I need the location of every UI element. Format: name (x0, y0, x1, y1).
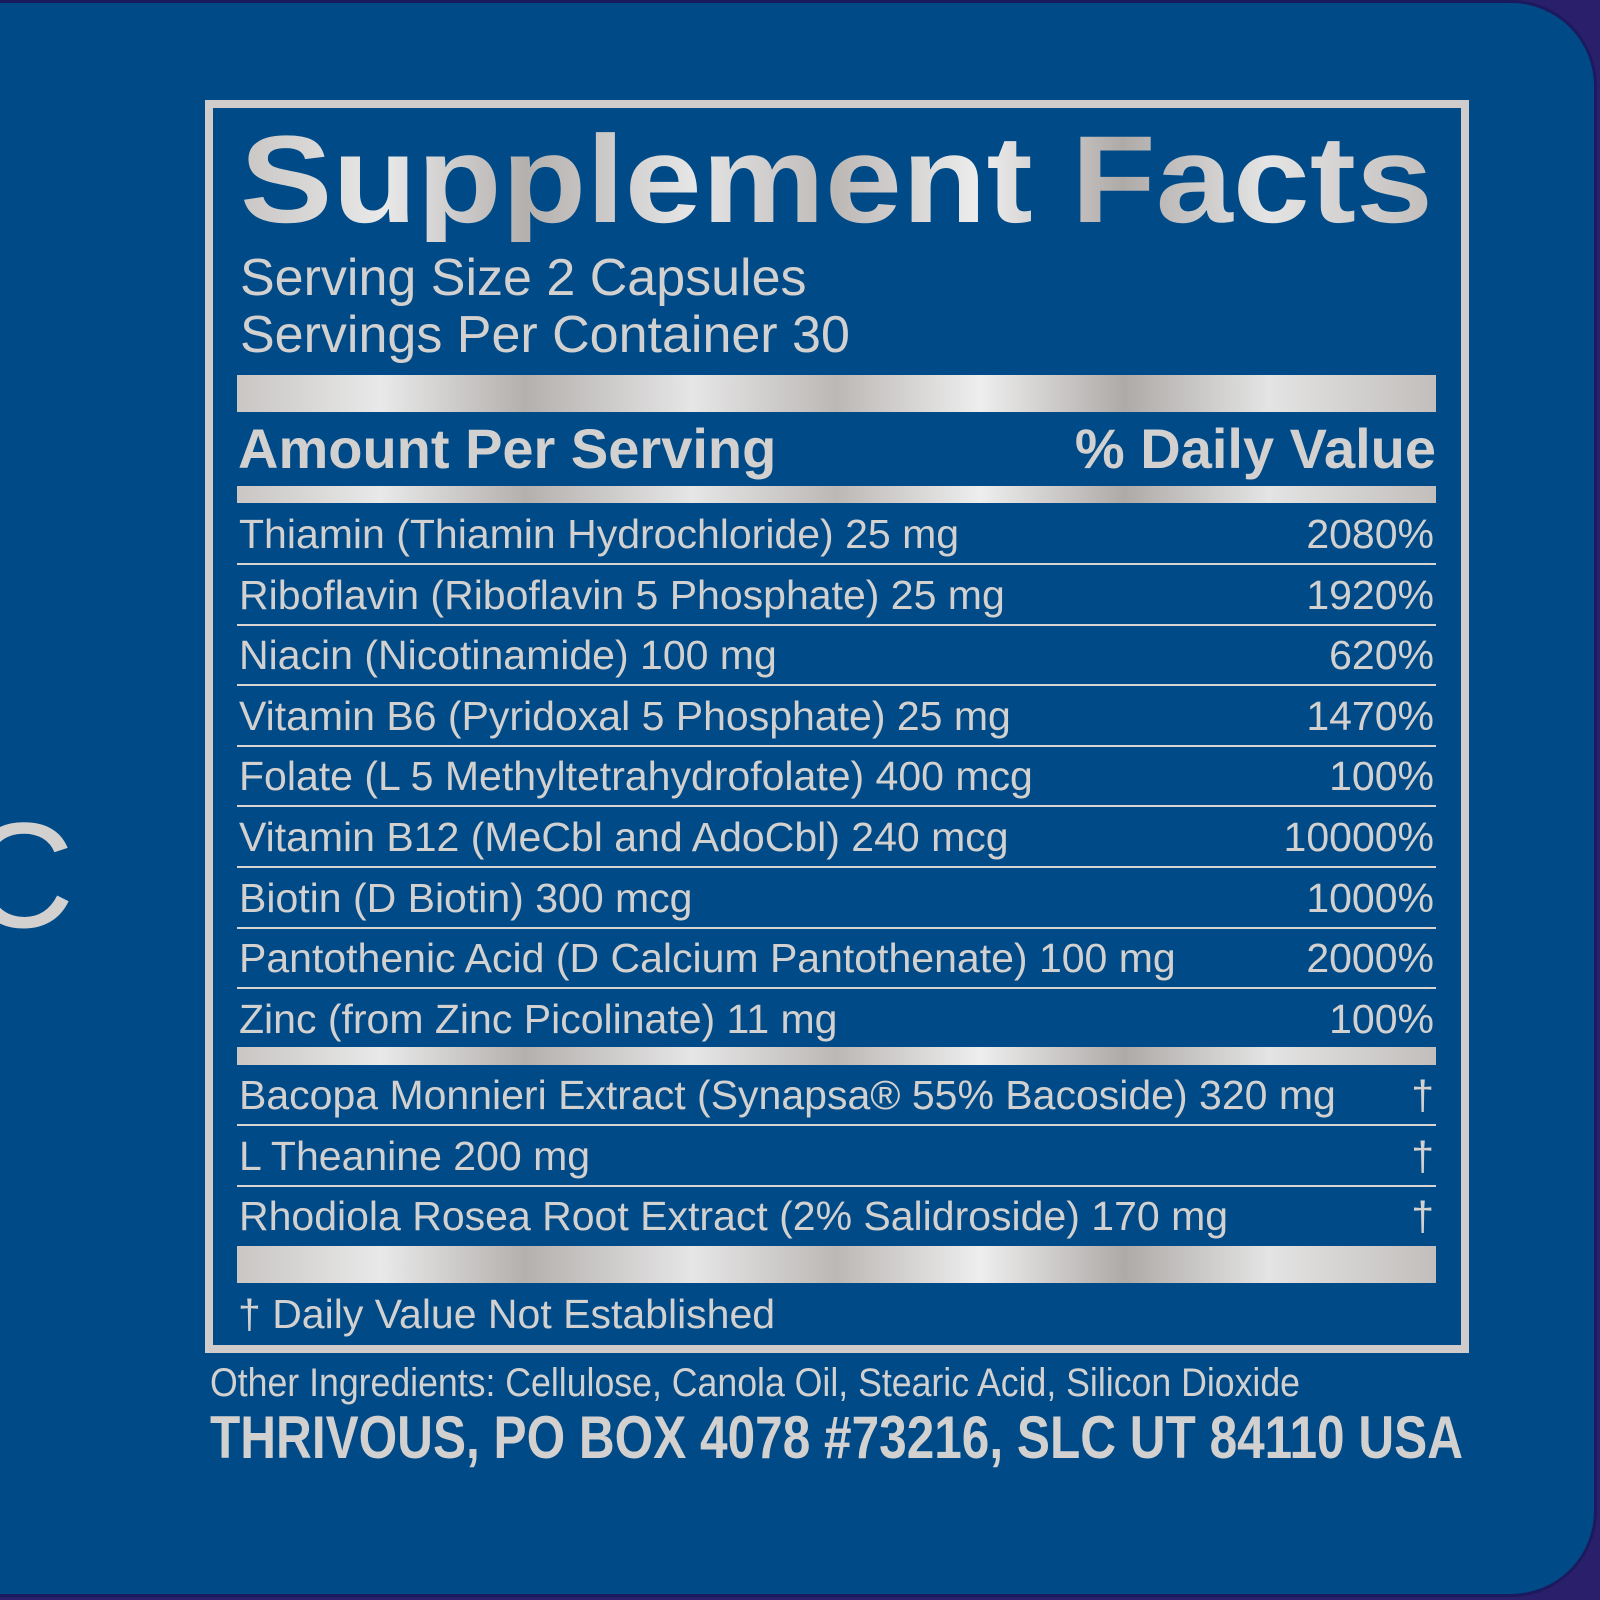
nutrient-row: L Theanine 200 mg † (237, 1127, 1436, 1187)
medium-divider (237, 486, 1436, 503)
serving-size: Serving Size 2 Capsules (240, 249, 807, 307)
footnote: † Daily Value Not Established (238, 1291, 776, 1337)
nutrient-name: Biotin (D Biotin) 300 mcg (239, 874, 693, 921)
nutrient-row: Rhodiola Rosea Root Extract (2% Salidros… (237, 1187, 1436, 1247)
daily-value: † (1411, 1132, 1434, 1179)
daily-value: 2000% (1306, 935, 1434, 982)
nutrient-name: Vitamin B12 (MeCbl and AdoCbl) 240 mcg (239, 814, 1009, 860)
nutrient-row: Niacin (Nicotinamide) 100 mg 620% (237, 626, 1436, 687)
amount-per-serving-header: Amount Per Serving (238, 417, 777, 480)
nutrient-name: Thiamin (Thiamin Hydrochloride) 25 mg (239, 511, 960, 557)
nutrient-name: Rhodiola Rosea Root Extract (2% Salidros… (239, 1193, 1229, 1240)
nutrient-row: Thiamin (Thiamin Hydrochloride) 25 mg 208… (237, 505, 1436, 565)
daily-value: 10000% (1283, 814, 1434, 860)
panel-title: Supplement Facts (240, 111, 1433, 249)
daily-value: 1920% (1306, 571, 1434, 618)
daily-value: 620% (1329, 632, 1434, 679)
daily-value: 100% (1329, 753, 1434, 800)
nutrient-row: Biotin (D Biotin) 300 mcg 1000% (237, 869, 1436, 929)
thick-divider (237, 375, 1436, 412)
daily-value: † (1411, 1193, 1434, 1240)
daily-value: 100% (1329, 995, 1434, 1042)
medium-divider (237, 1047, 1436, 1065)
daily-value: † (1411, 1072, 1434, 1118)
daily-value: 2080% (1306, 511, 1434, 557)
nutrient-name: Riboflavin (Riboflavin 5 Phosphate) 25 m… (239, 571, 1005, 618)
nutrient-name: Folate (L 5 Methyltetrahydrofolate) 400 … (239, 753, 1033, 800)
nutrient-name: Zinc (from Zinc Picolinate) 11 mg (239, 995, 838, 1042)
nutrient-row: Zinc (from Zinc Picolinate) 11 mg 100% (237, 990, 1436, 1050)
nutrient-name: L Theanine 200 mg (239, 1132, 591, 1179)
nutrient-row: Vitamin B12 (MeCbl and AdoCbl) 240 mcg 10… (237, 808, 1436, 868)
other-ingredients: Other Ingredients: Cellulose, Canola Oil… (210, 1361, 1300, 1405)
nutrient-name: Vitamin B6 (Pyridoxal 5 Phosphate) 25 mg (239, 692, 1011, 739)
daily-value-header: % Daily Value (1074, 417, 1436, 480)
nutrient-row: Folate (L 5 Methyltetrahydrofolate) 400 … (237, 747, 1436, 808)
nutrient-row: Vitamin B6 (Pyridoxal 5 Phosphate) 25 mg… (237, 687, 1436, 747)
nutrient-name: Bacopa Monnieri Extract (Synapsa® 55% Ba… (239, 1072, 1336, 1118)
nutrient-row: Riboflavin (Riboflavin 5 Phosphate) 25 m… (237, 566, 1436, 626)
brand-letter-fragment: C (0, 791, 75, 959)
supplement-facts-panel (205, 100, 1469, 1353)
nutrient-row: Pantothenic Acid (D Calcium Pantothenate… (237, 929, 1436, 990)
daily-value: 1470% (1306, 692, 1434, 739)
nutrient-name: Pantothenic Acid (D Calcium Pantothenate… (239, 935, 1176, 982)
nutrient-name: Niacin (Nicotinamide) 100 mg (239, 632, 777, 679)
nutrient-row: Bacopa Monnieri Extract (Synapsa® 55% Ba… (237, 1066, 1436, 1126)
manufacturer-address: THRIVOUS, PO BOX 4078 #73216, SLC UT 841… (210, 1404, 1463, 1471)
thick-divider (237, 1246, 1436, 1283)
daily-value: 1000% (1306, 874, 1434, 921)
servings-per-container: Servings Per Container 30 (240, 306, 850, 364)
